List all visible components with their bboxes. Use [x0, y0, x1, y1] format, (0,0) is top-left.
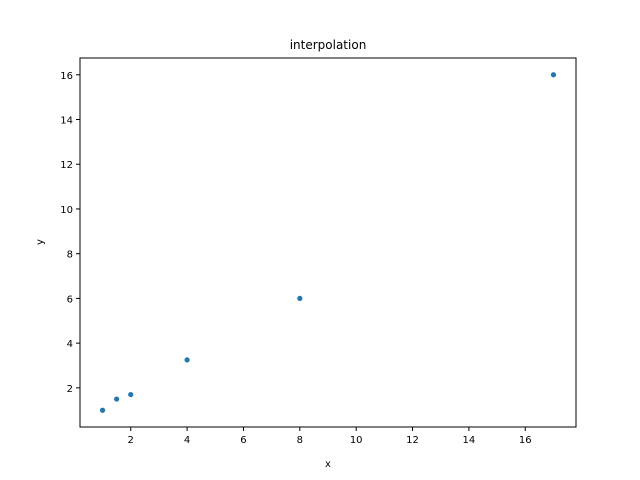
data-point: [550, 72, 557, 78]
y-tick-label: 12: [60, 160, 73, 171]
x-tick-label: 6: [240, 435, 246, 446]
x-tick-label: 14: [463, 435, 476, 446]
data-point: [114, 396, 120, 402]
y-axis-label: y: [35, 239, 46, 245]
data-point: [297, 295, 303, 302]
y-tick-label: 4: [67, 339, 73, 350]
x-tick-label: 2: [128, 435, 134, 446]
y-tick-label: 6: [67, 294, 73, 305]
plot-frame: [79, 57, 577, 428]
x-tick-label: 10: [350, 435, 363, 446]
y-tick-label: 8: [67, 250, 73, 261]
data-point: [184, 357, 190, 363]
data-point: [128, 391, 134, 398]
y-tick-label: 14: [60, 116, 73, 127]
data-points: [99, 72, 557, 413]
axis-ticks: 2 4 6 8 10 12 14 16 2 4 6 8 10 12 14 16: [60, 71, 531, 446]
y-tick-label: 2: [67, 384, 73, 395]
x-tick-label: 8: [297, 435, 303, 446]
data-point: [99, 407, 106, 413]
x-axis-label: x: [325, 459, 331, 470]
y-tick-label: 10: [60, 205, 73, 216]
chart-title: interpolation: [290, 38, 367, 52]
x-tick-label: 4: [184, 435, 190, 446]
x-tick-label: 16: [519, 435, 532, 446]
x-tick-label: 12: [406, 435, 419, 446]
y-tick-label: 16: [60, 71, 73, 82]
